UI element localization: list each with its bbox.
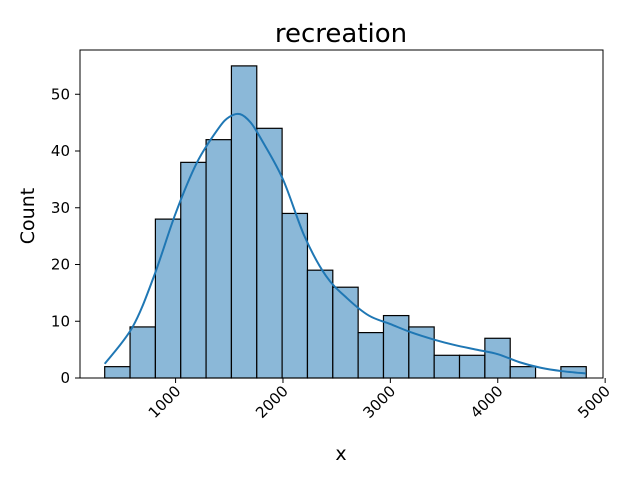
x-tick-label: 4000 (467, 382, 507, 422)
histogram-bar (256, 127, 283, 379)
histogram-bar (205, 139, 233, 379)
x-tick-label: 1000 (145, 382, 185, 422)
histogram-bar (129, 326, 156, 379)
y-axis-label: Count (17, 188, 39, 244)
y-tick-label: 30 (51, 199, 70, 217)
histogram-bar (332, 286, 359, 379)
histogram-bar (357, 332, 385, 379)
x-tick-label: 5000 (574, 382, 614, 422)
chart-title: recreation (275, 19, 407, 49)
histogram-bar (180, 161, 207, 379)
histogram-bar (382, 314, 410, 379)
x-axis-label: x (335, 443, 346, 465)
y-tick-label: 10 (51, 312, 70, 330)
kde-curve (103, 112, 586, 375)
histogram-bar (509, 366, 537, 379)
x-tick-label: 2000 (252, 382, 292, 422)
y-tick-label: 40 (51, 142, 70, 160)
y-tick-label: 20 (51, 256, 70, 274)
histogram-bar (154, 218, 182, 379)
histogram-bar (306, 269, 334, 379)
histogram-bar (408, 326, 435, 379)
histogram-bar (281, 212, 309, 379)
bars-group (104, 65, 587, 379)
plot-frame (79, 49, 604, 379)
y-tick-label: 0 (60, 369, 70, 387)
x-tick-label: 3000 (359, 382, 399, 422)
histogram-bar (433, 354, 461, 379)
x-axis-ticks: 1000 2000 3000 4000 5000 (145, 378, 614, 422)
y-tick-label: 50 (51, 85, 70, 103)
histogram-bar (104, 366, 131, 379)
y-axis-ticks: 0 10 20 30 40 50 (51, 85, 80, 387)
histogram-bar (458, 354, 486, 379)
histogram-bar (230, 65, 258, 379)
